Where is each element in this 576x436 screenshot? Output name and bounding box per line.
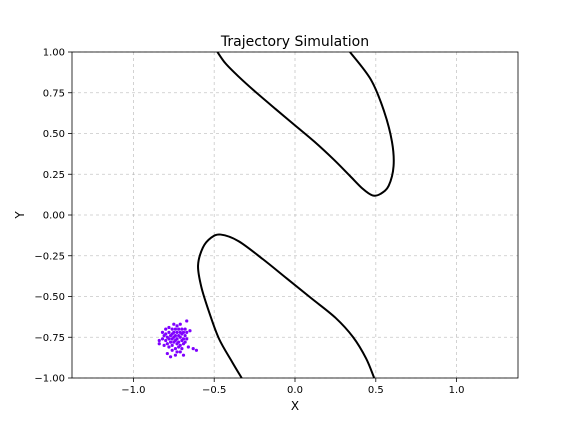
y-tick-label: 0.00 bbox=[43, 211, 65, 222]
particle-point bbox=[183, 334, 187, 338]
y-tick-label: 0.50 bbox=[43, 129, 65, 140]
particle-point bbox=[172, 322, 176, 326]
y-tick-label: −0.50 bbox=[34, 292, 65, 303]
particle-point bbox=[157, 338, 161, 343]
particle-point bbox=[191, 347, 195, 351]
particle-point bbox=[164, 332, 168, 336]
particle-point bbox=[160, 330, 165, 334]
y-tick-label: −0.75 bbox=[34, 333, 65, 344]
x-tick-label: 0.0 bbox=[287, 385, 303, 396]
particle-point bbox=[168, 355, 173, 359]
axis-ticks: −1.0 −0.5 0.0 0.5 1.0 −1.00 −0.75 −0.50 −0.25 0.0… bbox=[34, 48, 464, 397]
x-tick-label: 0.5 bbox=[368, 385, 384, 396]
particle-point bbox=[165, 342, 169, 346]
particle-point bbox=[175, 324, 179, 328]
particle-point bbox=[181, 330, 186, 334]
y-tick-label: −0.25 bbox=[34, 251, 65, 262]
particle-point bbox=[178, 343, 182, 347]
particle-point bbox=[180, 347, 184, 351]
trajectory-curve-1 bbox=[216, 52, 395, 197]
y-tick-label: 1.00 bbox=[43, 48, 65, 59]
particle-point bbox=[173, 327, 178, 331]
particle-point bbox=[175, 330, 179, 334]
particle-point bbox=[185, 319, 189, 323]
particle-point bbox=[177, 327, 181, 331]
grid bbox=[72, 51, 518, 379]
particle-point bbox=[180, 327, 184, 331]
chart-title: Trajectory Simulation bbox=[220, 34, 369, 50]
particle-point bbox=[160, 337, 165, 341]
y-axis-label: Y bbox=[13, 211, 27, 220]
particle-point bbox=[181, 353, 186, 357]
particle-point bbox=[168, 340, 173, 344]
particle-point bbox=[157, 342, 161, 346]
particle-point bbox=[175, 350, 179, 354]
particle-point bbox=[162, 343, 166, 347]
particle-point bbox=[165, 351, 169, 356]
particle-point bbox=[170, 327, 174, 331]
y-tick-label: −1.00 bbox=[34, 374, 65, 385]
plot-area bbox=[157, 52, 395, 378]
particle-point bbox=[178, 335, 182, 339]
particle-point bbox=[177, 340, 181, 344]
particle-point bbox=[183, 340, 187, 344]
particle-point bbox=[164, 338, 168, 343]
x-tick-label: −0.5 bbox=[202, 385, 226, 396]
particle-point bbox=[175, 337, 179, 341]
particle-point bbox=[178, 350, 182, 354]
y-tick-label: 0.75 bbox=[43, 88, 65, 99]
x-tick-label: −1.0 bbox=[121, 385, 145, 396]
particle-point bbox=[167, 325, 171, 330]
particle-point bbox=[172, 330, 176, 334]
particle-point bbox=[181, 337, 186, 341]
particle-point bbox=[164, 327, 168, 331]
x-axis-label: X bbox=[291, 399, 299, 413]
particle-point bbox=[186, 345, 190, 349]
particle-point bbox=[167, 337, 171, 341]
y-tick-label: 0.25 bbox=[43, 170, 65, 181]
x-tick-label: 1.0 bbox=[449, 385, 465, 396]
particle-point bbox=[170, 343, 174, 347]
trajectory-curve-2 bbox=[197, 233, 376, 378]
particle-point bbox=[185, 337, 189, 341]
particle-point bbox=[170, 348, 174, 352]
particle-point bbox=[183, 327, 187, 331]
particle-point bbox=[185, 330, 189, 334]
particle-point bbox=[188, 329, 192, 333]
series-group bbox=[157, 52, 395, 378]
particle-point bbox=[173, 347, 178, 351]
particle-point bbox=[194, 348, 199, 352]
particle-point bbox=[173, 353, 178, 357]
particle-point bbox=[167, 330, 171, 334]
particle-point bbox=[167, 345, 171, 349]
particle-point bbox=[173, 334, 178, 338]
particle-point bbox=[178, 322, 182, 326]
